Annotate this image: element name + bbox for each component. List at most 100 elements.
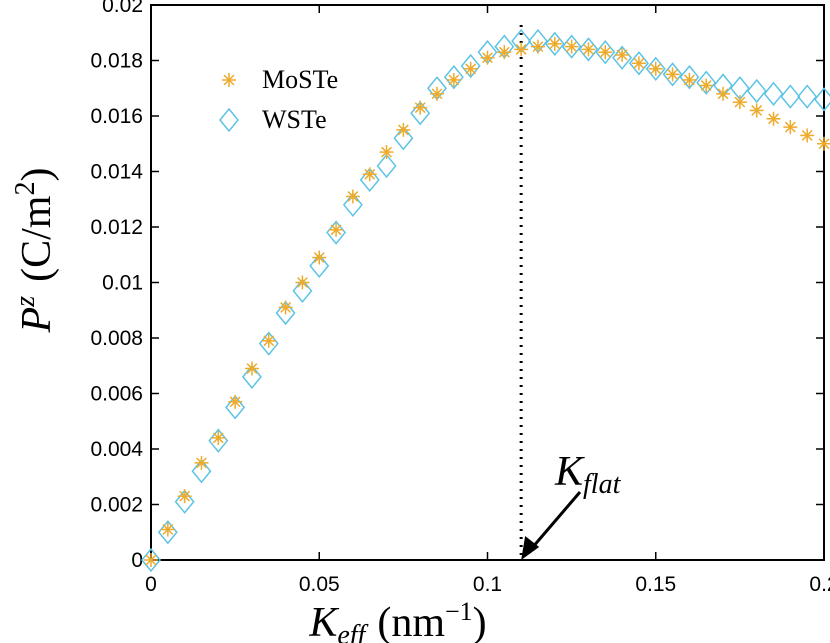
diamond-marker xyxy=(746,78,767,104)
diamond-marker xyxy=(157,520,178,545)
diamond-marker xyxy=(628,51,649,76)
star-stroke xyxy=(347,191,359,202)
star-stroke xyxy=(196,457,207,469)
diamond-marker xyxy=(797,84,818,109)
star-stroke xyxy=(515,43,527,55)
star-marker xyxy=(682,72,697,87)
y-label-unit: (C/m xyxy=(14,195,60,282)
annotation-subscript: flat xyxy=(583,469,622,500)
diamond-marker xyxy=(359,167,380,193)
annotation: Kflat xyxy=(554,449,622,500)
diamond-marker xyxy=(780,84,801,109)
diamond-marker xyxy=(141,547,161,573)
star-marker xyxy=(615,47,630,62)
diamond-marker xyxy=(219,107,239,133)
x-tick-label: 0.2 xyxy=(809,573,830,596)
y-tick-label: 0.006 xyxy=(90,383,143,406)
diamond-marker xyxy=(662,62,683,87)
star-marker xyxy=(463,61,478,76)
diamond-marker xyxy=(292,278,313,304)
star-marker xyxy=(783,120,798,135)
x-label-close: ) xyxy=(473,600,487,643)
diamond-marker xyxy=(763,81,784,106)
y-tick-label: 0.016 xyxy=(90,105,143,128)
x-tick-label: 0 xyxy=(145,573,157,596)
y-tick-label: 0.014 xyxy=(90,161,143,184)
star-marker xyxy=(547,36,562,51)
diamond-marker xyxy=(645,56,666,82)
star-stroke xyxy=(162,524,174,535)
star-stroke xyxy=(263,335,275,347)
diamond-marker xyxy=(443,64,464,90)
y-tick-label: 0.02 xyxy=(102,0,143,17)
star-stroke xyxy=(768,113,779,125)
star-marker xyxy=(345,189,360,204)
star-marker xyxy=(497,45,512,60)
diamond-marker xyxy=(578,37,599,62)
star-marker xyxy=(413,100,428,115)
star-stroke xyxy=(397,124,409,136)
star-marker xyxy=(228,394,243,409)
y-label-unit-sup: 2 xyxy=(10,182,41,196)
diamond-marker xyxy=(225,395,246,420)
diamond-marker xyxy=(309,253,330,279)
y-tick-label: 0.018 xyxy=(90,50,143,73)
star-marker xyxy=(581,42,596,57)
star-marker xyxy=(396,122,411,137)
star-marker xyxy=(716,86,731,101)
star-marker xyxy=(800,128,815,143)
x-label-unit-sup: −1 xyxy=(445,597,473,626)
star-stroke xyxy=(414,102,426,114)
star-stroke xyxy=(549,38,561,50)
star-stroke xyxy=(179,490,191,502)
x-label-symbol: K xyxy=(308,600,339,643)
star-marker xyxy=(564,39,579,54)
star-marker xyxy=(362,167,377,182)
star-stroke xyxy=(616,49,628,61)
star-stroke xyxy=(801,129,813,141)
star-stroke xyxy=(431,88,443,100)
star-marker xyxy=(430,86,445,101)
star-marker xyxy=(211,430,226,445)
y-tick-label: 0.008 xyxy=(90,327,143,350)
star-stroke xyxy=(650,63,662,75)
diamond-marker xyxy=(679,64,700,90)
star-stroke xyxy=(465,63,477,75)
star-marker xyxy=(329,222,344,237)
star-marker xyxy=(766,111,781,126)
star-stroke xyxy=(818,138,830,150)
star-stroke xyxy=(599,46,611,58)
star-marker xyxy=(631,56,646,71)
star-stroke xyxy=(280,302,292,313)
y-tick-label: 0.002 xyxy=(90,494,143,517)
star-marker xyxy=(514,42,529,57)
diamond-marker xyxy=(814,87,830,112)
star-marker xyxy=(194,455,209,470)
y-label-superscript: z xyxy=(10,296,41,308)
star-marker xyxy=(732,95,747,110)
y-axis-label: Pz (C/m2) xyxy=(10,168,60,334)
star-marker xyxy=(530,39,545,54)
diamond-marker xyxy=(460,53,481,79)
diamond-marker xyxy=(410,101,431,126)
star-marker xyxy=(295,275,310,290)
legend-label: MoSTe xyxy=(262,65,338,94)
star-stroke xyxy=(330,224,342,236)
star-stroke xyxy=(734,96,746,108)
diamond-marker xyxy=(612,45,633,70)
diamond-marker xyxy=(696,70,717,95)
star-marker xyxy=(817,136,830,151)
star-stroke xyxy=(532,41,544,53)
star-marker xyxy=(177,489,192,504)
x-tick-label: 0.15 xyxy=(635,573,676,596)
star-stroke xyxy=(145,554,157,566)
y-label-symbol: P xyxy=(14,307,60,334)
star-stroke xyxy=(633,57,645,69)
star-stroke xyxy=(784,121,796,133)
star-marker xyxy=(379,145,394,160)
y-label-close: ) xyxy=(14,168,60,182)
diamond-marker xyxy=(258,331,279,356)
arrow-shaft xyxy=(530,491,582,549)
star-stroke xyxy=(246,363,258,374)
star-marker xyxy=(446,72,461,87)
